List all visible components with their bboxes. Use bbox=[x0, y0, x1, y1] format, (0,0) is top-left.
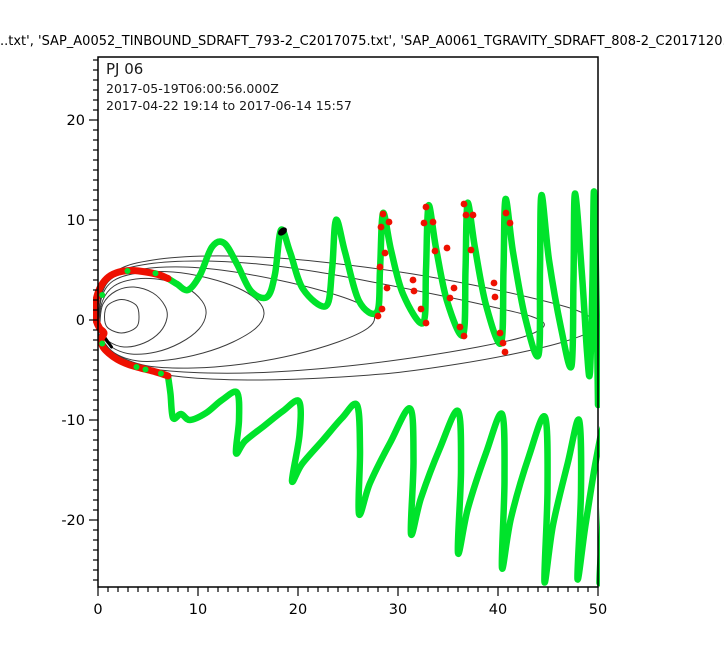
figure-title: ..txt', 'SAP_A0052_TINBOUND_SDRAFT_793-2… bbox=[0, 34, 724, 49]
contour-line bbox=[99, 286, 168, 348]
red-dot bbox=[469, 211, 477, 219]
red-dot bbox=[377, 223, 385, 231]
red-dot bbox=[374, 312, 382, 320]
axis-ticks bbox=[89, 59, 599, 596]
epoch-marker bbox=[278, 227, 287, 236]
red-dot bbox=[378, 305, 386, 313]
legend: PJ 06 2017-05-19T06:00:56.000Z 2017-04-2… bbox=[106, 60, 352, 115]
red-dot bbox=[376, 263, 384, 271]
red-dot bbox=[460, 200, 468, 208]
axis-tick-labels: 0 10 20 30 40 50 -20 -10 0 10 20 bbox=[61, 113, 607, 618]
trajectory-inbound-green bbox=[164, 188, 600, 409]
trajectory-outbound-green bbox=[164, 372, 600, 587]
red-dot bbox=[460, 332, 468, 340]
red-dot bbox=[467, 246, 475, 254]
contour-line bbox=[98, 277, 207, 355]
green-gap-dot bbox=[158, 370, 164, 377]
x-tick-label: 40 bbox=[489, 602, 507, 618]
observation-red-dots bbox=[374, 200, 514, 356]
y-tick-label: 20 bbox=[67, 113, 85, 129]
contour-line bbox=[97, 260, 545, 374]
legend-epoch: 2017-05-19T06:00:56.000Z bbox=[106, 81, 279, 96]
red-dot bbox=[429, 218, 437, 226]
green-gap-dot bbox=[99, 292, 106, 298]
x-tick-label: 10 bbox=[189, 602, 207, 618]
contour-line bbox=[97, 255, 596, 381]
red-dot bbox=[385, 218, 393, 226]
y-tick-label: -20 bbox=[61, 513, 85, 529]
y-tick-label: 10 bbox=[67, 213, 85, 229]
x-tick-label: 0 bbox=[93, 602, 102, 618]
red-dot bbox=[420, 219, 428, 227]
red-dot bbox=[422, 203, 430, 211]
y-tick-label: -10 bbox=[61, 413, 85, 429]
red-dot bbox=[502, 209, 510, 217]
red-dot bbox=[456, 323, 464, 331]
red-dot bbox=[409, 276, 417, 284]
red-dot bbox=[462, 211, 470, 219]
green-gap-dot bbox=[152, 270, 159, 277]
magnetosphere-contours bbox=[97, 255, 596, 381]
green-gap-dot bbox=[142, 366, 149, 373]
red-dot bbox=[381, 249, 389, 257]
red-dot bbox=[496, 329, 504, 337]
perijove-green-gaps bbox=[99, 268, 164, 377]
contour-line bbox=[97, 271, 265, 363]
green-gap-dot bbox=[133, 364, 140, 370]
red-dot bbox=[443, 244, 451, 252]
red-dot bbox=[506, 219, 514, 227]
contour-line bbox=[103, 298, 140, 334]
red-dot bbox=[422, 319, 430, 327]
legend-perijove-label: PJ 06 bbox=[106, 60, 144, 78]
green-gap-dot bbox=[99, 340, 106, 347]
red-dot bbox=[431, 247, 439, 255]
red-dot bbox=[379, 210, 387, 218]
plot-content bbox=[93, 188, 600, 587]
red-dot bbox=[450, 284, 458, 292]
red-dot bbox=[490, 279, 498, 287]
x-tick-label: 50 bbox=[589, 602, 607, 618]
x-tick-label: 30 bbox=[389, 602, 407, 618]
red-dot bbox=[410, 287, 418, 295]
red-dot bbox=[491, 293, 499, 301]
y-tick-label: 0 bbox=[76, 313, 85, 329]
green-gap-dot bbox=[124, 268, 131, 274]
red-dot bbox=[446, 294, 454, 302]
legend-timespan: 2017-04-22 19:14 to 2017-06-14 15:57 bbox=[106, 98, 352, 113]
red-dot bbox=[383, 284, 391, 292]
x-tick-label: 20 bbox=[289, 602, 307, 618]
red-dot bbox=[501, 348, 509, 356]
red-dot bbox=[417, 305, 425, 313]
red-dot bbox=[499, 339, 507, 347]
